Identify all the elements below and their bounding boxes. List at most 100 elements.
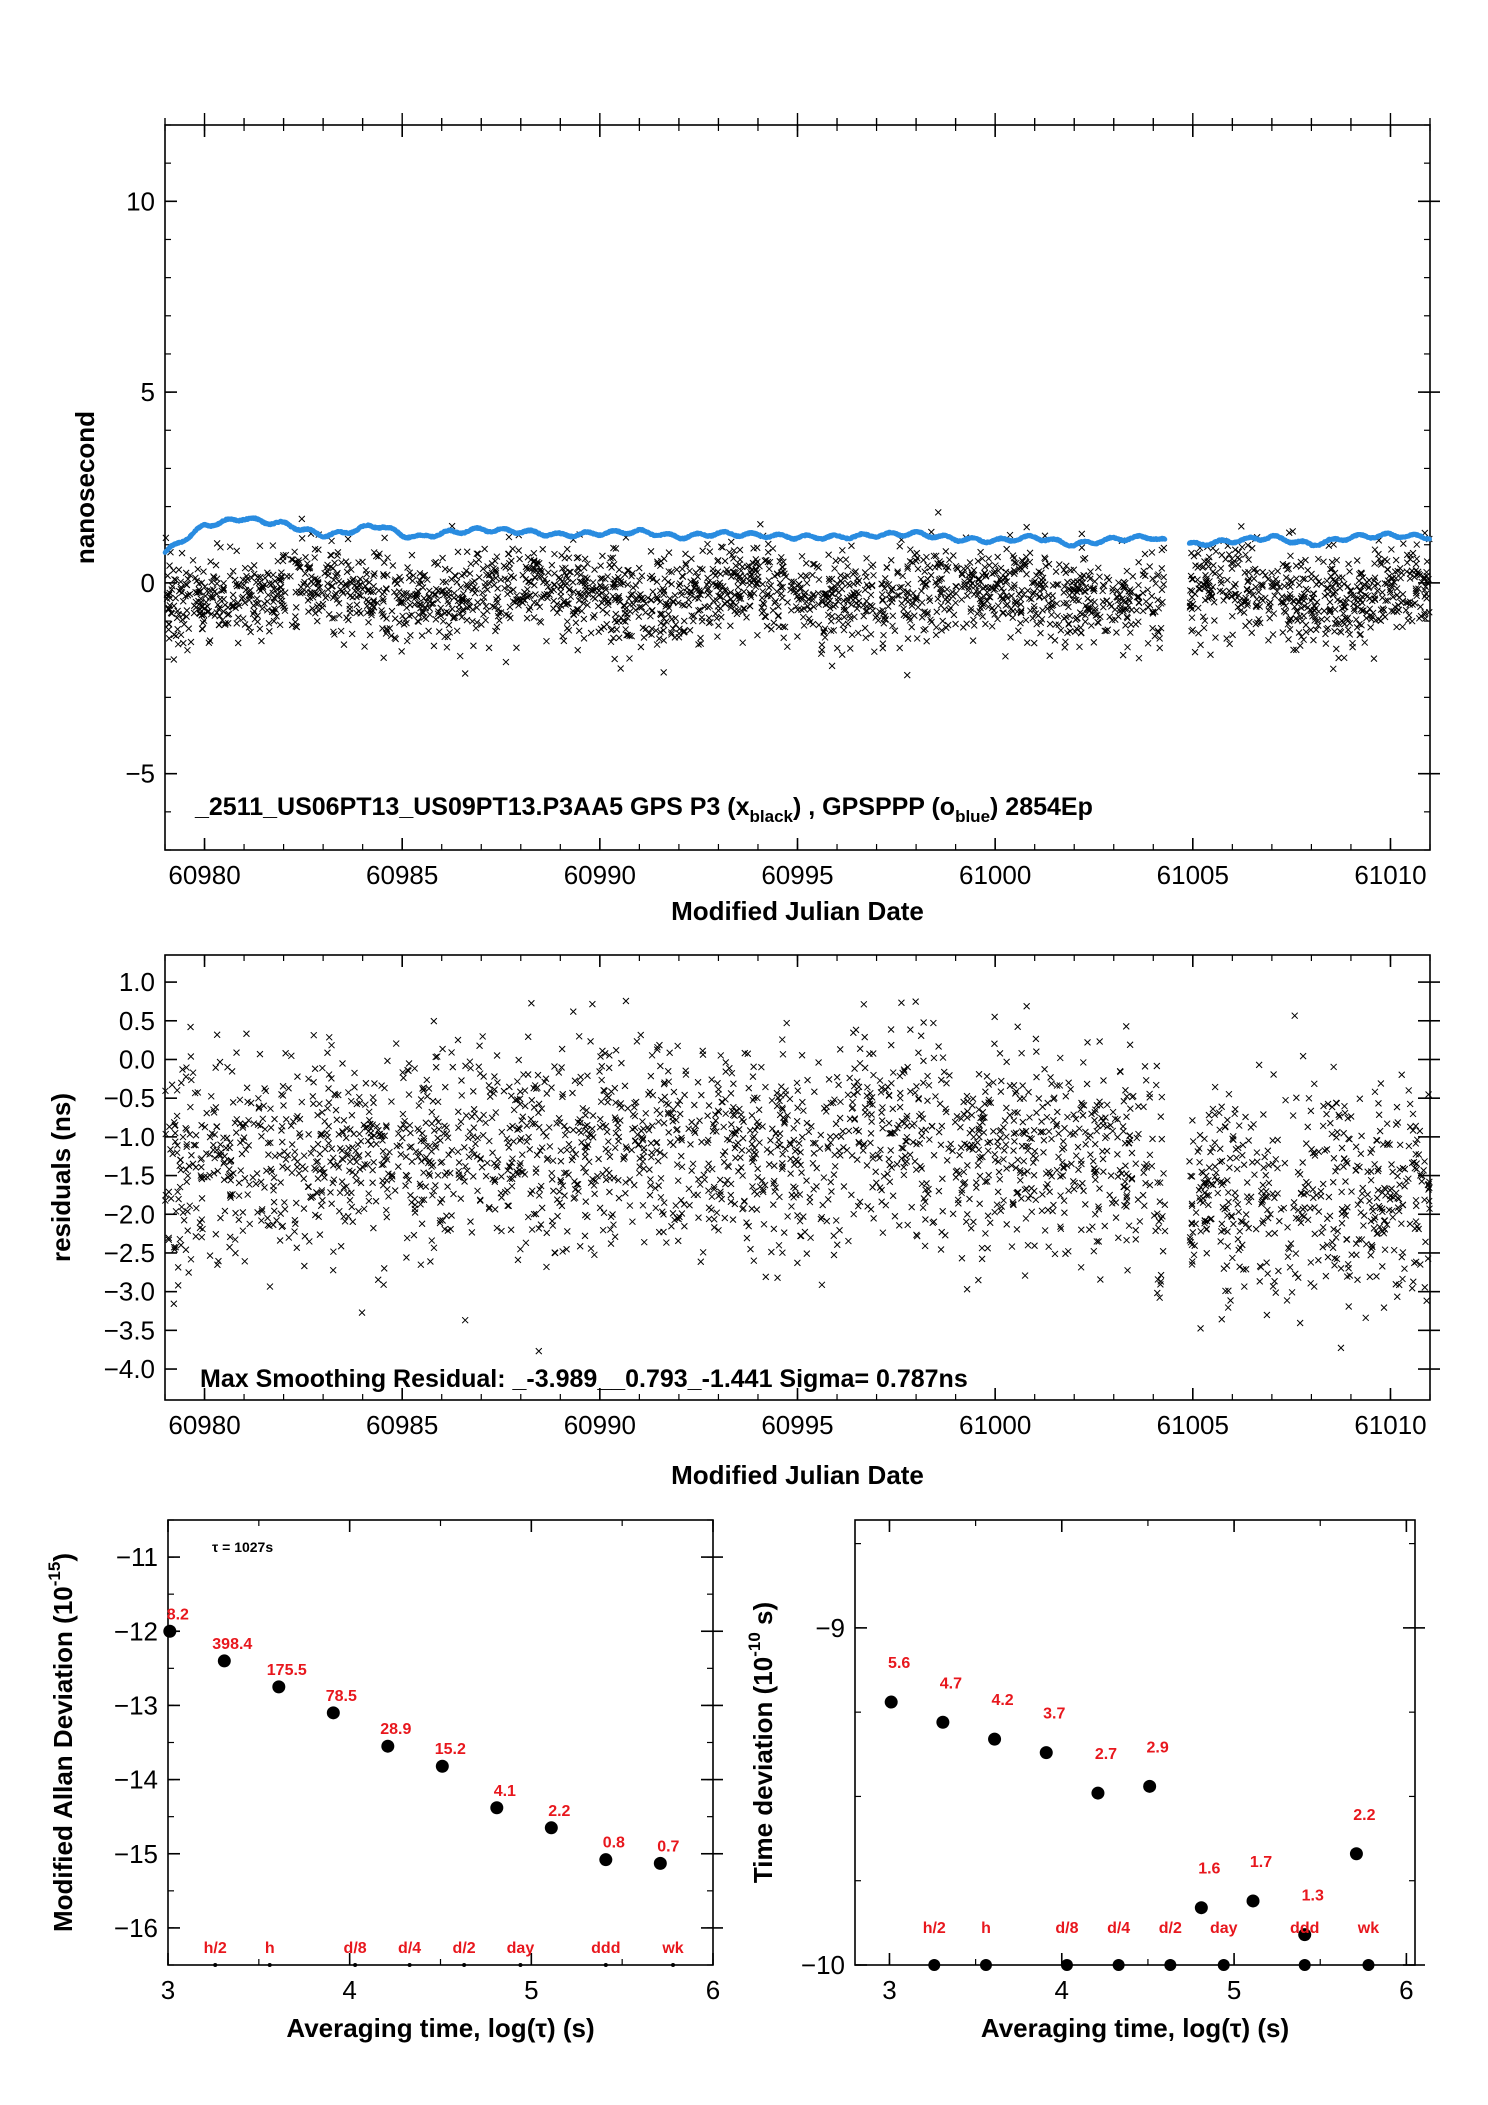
data-point-x (896, 644, 904, 652)
data-point-x (1062, 638, 1069, 646)
data-point-x (1009, 614, 1017, 621)
data-point-x (587, 629, 595, 637)
data-point-x (714, 633, 721, 640)
data-point-x (840, 603, 848, 611)
data-point-x (162, 534, 170, 542)
data-point-x (1070, 578, 1078, 586)
data-point-x (660, 669, 668, 676)
data-point-x (1370, 655, 1378, 662)
data-point-x (572, 619, 580, 627)
data-point-x (1060, 614, 1068, 622)
data-point-x (332, 589, 340, 597)
data-point-x (647, 596, 655, 604)
data-point-x (443, 643, 451, 651)
data-point-x (1393, 585, 1401, 592)
data-point-x (839, 621, 847, 629)
data-point-x (1340, 580, 1348, 588)
data-point-x (1345, 560, 1352, 568)
data-point-x (985, 561, 993, 569)
data-point-x (844, 580, 852, 587)
data-point-x (1066, 591, 1073, 599)
data-point-x (1195, 629, 1202, 637)
data-point-x (311, 554, 319, 561)
data-point-x (1228, 612, 1236, 620)
data-point-x (475, 574, 483, 581)
data-point-x (1207, 651, 1214, 659)
data-point-x (660, 555, 668, 563)
data-point-x (344, 535, 352, 543)
data-point-x (840, 626, 848, 634)
data-point-x (597, 562, 604, 570)
data-point-x (1146, 563, 1154, 570)
data-point-x (1055, 621, 1063, 629)
data-point-x (1017, 595, 1025, 603)
data-point-x (778, 563, 786, 571)
data-point-x (904, 580, 912, 588)
data-point-x (686, 626, 694, 634)
data-point-x (787, 606, 795, 614)
data-point-x (179, 639, 187, 647)
data-point-x (254, 618, 261, 626)
data-point-x (233, 547, 241, 555)
data-point-x (765, 565, 773, 573)
data-point-x (523, 565, 531, 573)
data-point-x (398, 647, 406, 655)
data-point-x (1409, 549, 1417, 557)
data-point-x (1320, 607, 1328, 615)
data-point-x (1323, 615, 1331, 623)
data-point-x (234, 639, 242, 647)
data-point-x (1324, 590, 1332, 598)
data-point-x (665, 549, 673, 556)
data-point-x (1126, 629, 1134, 636)
data-point-x (178, 549, 186, 557)
data-point-x (649, 588, 657, 596)
data-point-x (1399, 623, 1406, 631)
data-point-x (463, 548, 471, 556)
data-point-x (1346, 631, 1354, 638)
data-point-x (570, 611, 578, 619)
data-point-x (934, 509, 942, 516)
data-point-x (722, 587, 729, 595)
data-point-x (1266, 614, 1274, 622)
data-point-x (589, 593, 597, 601)
data-point-x (848, 631, 856, 639)
data-point-x (1094, 564, 1102, 572)
data-point-x (1248, 629, 1256, 637)
data-point-x (441, 633, 449, 641)
data-point-x (505, 550, 513, 558)
data-point-x (1315, 578, 1323, 586)
data-point-x (177, 583, 185, 591)
data-point-x (1293, 575, 1300, 582)
data-point-x (918, 587, 925, 595)
data-point-x (891, 627, 899, 635)
data-point-x (661, 575, 669, 583)
data-point-x (453, 627, 461, 635)
data-point-x (263, 606, 271, 614)
data-point-x (381, 534, 388, 542)
data-point-x (165, 621, 173, 628)
data-point-x (322, 594, 330, 602)
data-point-x (338, 559, 345, 566)
data-point-x (1079, 556, 1087, 563)
x-tick-label: 60985 (366, 860, 438, 890)
data-point-x (456, 652, 464, 660)
x-tick-label: 60995 (761, 860, 833, 890)
data-point-x (1099, 603, 1107, 611)
data-point-x (458, 572, 466, 579)
data-point-x (1279, 629, 1287, 636)
data-point-x (697, 634, 704, 642)
data-point-x (918, 614, 926, 621)
data-point-x (563, 618, 571, 625)
data-point-x (213, 580, 221, 587)
data-point-x (1158, 565, 1166, 572)
data-point-x (988, 622, 996, 630)
y-tick-label: −5 (125, 759, 155, 789)
data-point-x (1237, 523, 1245, 530)
data-point-x (1355, 577, 1363, 585)
data-point-x (565, 554, 573, 562)
data-point-x (206, 637, 214, 644)
data-point-x (747, 591, 754, 599)
data-point-x (1268, 569, 1276, 577)
x-tick-label: 60990 (564, 860, 636, 890)
data-point-x (797, 572, 805, 580)
